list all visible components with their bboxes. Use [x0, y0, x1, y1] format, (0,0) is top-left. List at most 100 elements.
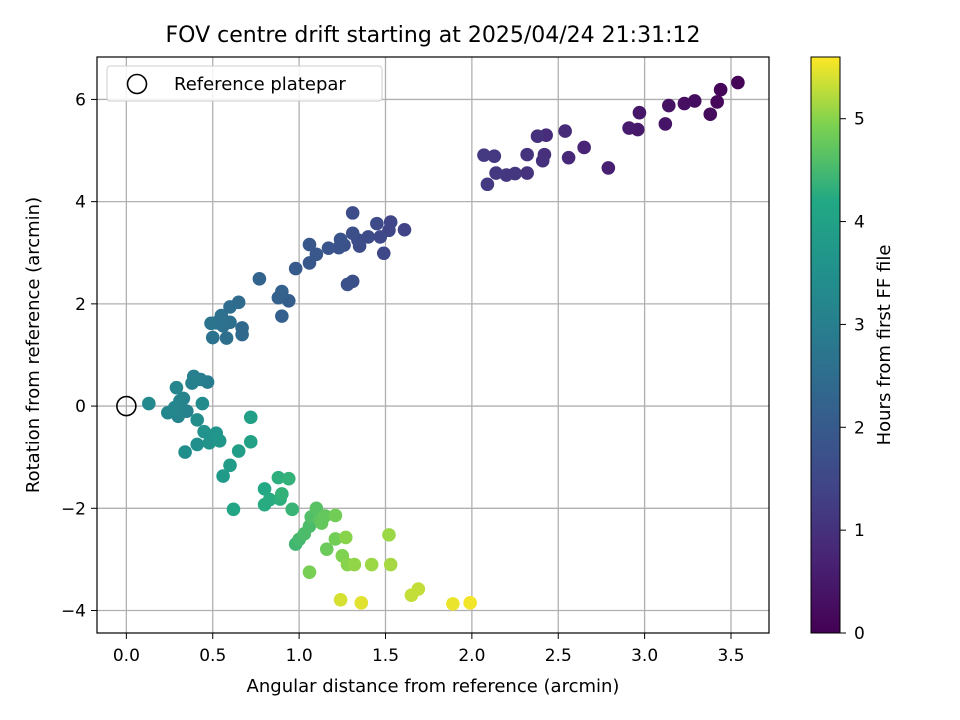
legend-label: Reference platepar — [174, 74, 346, 95]
data-point — [601, 161, 616, 175]
data-point — [212, 434, 227, 448]
data-point — [285, 502, 300, 517]
data-point — [226, 502, 241, 517]
y-tick-label: 2 — [75, 295, 86, 315]
data-point — [364, 557, 379, 572]
data-point — [252, 272, 267, 286]
grid — [97, 57, 769, 633]
data-point — [275, 487, 289, 501]
colorbar: 0 1 2 3 4 5 Hours from first FF file — [810, 56, 895, 644]
data-point — [190, 437, 204, 452]
data-point — [321, 241, 336, 255]
data-point — [347, 557, 362, 572]
y-tick-label: 0 — [75, 397, 86, 417]
data-point — [271, 290, 286, 305]
data-point — [185, 376, 199, 390]
data-point — [731, 75, 745, 90]
colorbar-label: Hours from first FF file — [874, 245, 895, 446]
colorbar-gradient — [810, 56, 841, 634]
data-point — [703, 107, 718, 122]
data-point — [190, 413, 204, 427]
data-point — [223, 300, 237, 314]
x-tick-label: 2.5 — [545, 646, 572, 666]
reference-point — [116, 395, 137, 417]
plot-area — [96, 56, 770, 634]
data-point — [142, 396, 156, 411]
data-point — [480, 177, 495, 192]
data-point — [243, 435, 258, 449]
data-point — [275, 309, 289, 323]
colorbar-tick-label: 0 — [854, 624, 865, 644]
x-tick-label: 3.5 — [717, 646, 744, 666]
data-point — [558, 124, 572, 138]
data-point — [354, 596, 369, 610]
data-point — [216, 469, 230, 483]
data-point — [231, 444, 246, 458]
data-point — [302, 256, 317, 270]
colorbar-tick-label: 2 — [854, 418, 865, 438]
data-point — [520, 166, 534, 180]
data-point — [632, 105, 647, 120]
data-point — [219, 331, 234, 345]
plot-frame — [96, 56, 770, 634]
data-point — [333, 592, 348, 607]
data-point — [370, 216, 384, 231]
data-point — [319, 542, 334, 556]
data-point — [710, 95, 724, 109]
data-point — [345, 206, 360, 220]
data-point — [257, 482, 272, 496]
x-axis-ticks: 0.0 0.5 1.0 1.5 2.0 2.5 3.0 3.5 — [113, 633, 745, 666]
x-tick-label: 0.0 — [113, 646, 140, 666]
data-point — [178, 445, 192, 459]
data-point — [489, 166, 503, 180]
data-point — [477, 148, 491, 162]
x-tick-label: 0.5 — [199, 646, 226, 666]
legend-box — [106, 65, 383, 102]
x-tick-label: 2.0 — [458, 646, 485, 666]
y-axis-label: Rotation from reference (arcmin) — [23, 197, 44, 493]
colorbar-tick-label: 3 — [854, 315, 865, 335]
data-point — [338, 530, 353, 545]
y-tick-label: −2 — [61, 499, 86, 519]
data-point — [373, 230, 388, 244]
data-point — [328, 532, 343, 546]
y-axis-ticks: −4 −2 0 2 4 6 — [61, 90, 97, 622]
data-point — [223, 458, 237, 473]
data-point — [658, 117, 673, 131]
data-point — [235, 321, 249, 335]
data-point — [318, 509, 332, 523]
x-tick-label: 1.0 — [286, 646, 313, 666]
colorbar-tick-label: 5 — [854, 110, 865, 130]
data-point — [687, 94, 702, 108]
data-point — [530, 129, 545, 144]
data-point — [561, 150, 576, 165]
colorbar-ticks: 0 1 2 3 4 5 — [840, 110, 865, 644]
legend-marker-open-circle — [126, 73, 148, 95]
plot-background — [97, 57, 769, 633]
data-point — [397, 222, 412, 237]
data-point — [535, 153, 550, 168]
data-point — [376, 246, 391, 261]
data-point — [262, 492, 277, 507]
chart-title: FOV centre drift starting at 2025/04/24 … — [166, 23, 701, 48]
data-point — [281, 471, 296, 486]
data-point — [243, 410, 258, 425]
data-point — [204, 316, 218, 331]
data-point — [302, 565, 317, 579]
data-point — [677, 96, 692, 111]
data-point — [520, 147, 534, 162]
data-point — [499, 168, 514, 182]
data-point — [328, 508, 343, 523]
data-point — [713, 82, 728, 97]
legend: Reference platepar — [106, 65, 383, 102]
data-point — [487, 149, 502, 163]
data-point — [345, 226, 360, 241]
data-point — [302, 237, 317, 252]
data-point — [271, 470, 286, 485]
data-point — [463, 596, 477, 610]
data-point — [161, 405, 175, 420]
data-point — [662, 98, 676, 113]
data-points — [142, 75, 745, 611]
data-point — [382, 528, 396, 542]
